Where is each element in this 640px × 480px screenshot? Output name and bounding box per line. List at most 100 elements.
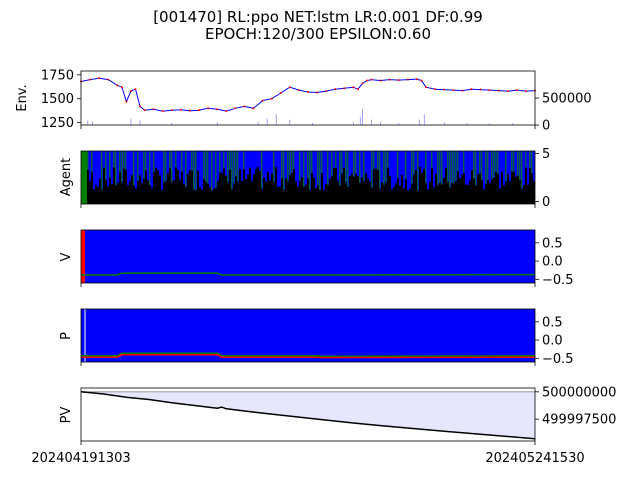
agent-exploration-bar [361, 177, 363, 204]
agent-exploration-bar [321, 173, 323, 204]
agent-exploration-bar [461, 174, 463, 204]
price-point [443, 88, 446, 91]
agent-exploration-bar [375, 168, 377, 204]
agent-exploration-bar [205, 182, 207, 204]
agent-exploration-bar [225, 175, 227, 204]
agent-exploration-bar [533, 181, 535, 204]
agent-exploration-bar [237, 181, 239, 204]
agent-exploration-bar [239, 169, 241, 204]
agent-hold-stripe [303, 151, 305, 204]
agent-exploration-bar [367, 178, 369, 204]
agent-exploration-bar [117, 182, 119, 204]
x-tick-label-end: 202405241530 [485, 451, 584, 466]
agent-exploration-bar [413, 174, 415, 204]
agent-exploration-bar [165, 181, 167, 204]
agent-hold-stripe [299, 151, 301, 204]
price-point [420, 79, 423, 82]
agent-exploration-bar [497, 174, 499, 204]
agent-exploration-bar [313, 177, 315, 204]
agent-exploration-bar [405, 179, 407, 204]
agent-exploration-bar [341, 173, 343, 204]
agent-exploration-bar [371, 187, 373, 204]
agent-exploration-bar [133, 185, 135, 204]
agent-exploration-bar [407, 190, 409, 204]
agent-hold-stripe [137, 151, 139, 204]
agent-exploration-bar [95, 185, 97, 204]
agent-exploration-bar [167, 173, 169, 204]
agent-hold-stripe [231, 151, 233, 204]
agent-exploration-bar [311, 173, 313, 204]
price-point [225, 110, 228, 113]
panel-frame [80, 308, 536, 363]
agent-exploration-bar [139, 175, 141, 204]
agent-exploration-bar [261, 188, 263, 204]
agent-exploration-bar [429, 181, 431, 204]
agent-exploration-bar [115, 185, 117, 204]
price-point [288, 86, 291, 89]
agent-exploration-bar [507, 174, 509, 204]
agent-exploration-bar [431, 168, 433, 204]
agent-hold-stripe [283, 151, 285, 204]
agent-exploration-bar [201, 189, 203, 204]
agent-hold-stripe [317, 151, 319, 204]
agent-exploration-bar [263, 177, 265, 204]
agent-exploration-bar [217, 180, 219, 204]
pv-line [80, 391, 536, 440]
agent-hold-stripe [163, 151, 165, 204]
agent-exploration-bar [99, 179, 101, 204]
agent-exploration-bar [161, 190, 163, 204]
agent-exploration-bar [325, 184, 327, 204]
chart-title-line2: EPOCH:120/300 EPSILON:0.60 [205, 25, 431, 43]
agent-exploration-bar [423, 168, 425, 204]
agent-exploration-bar [271, 173, 273, 204]
price-point [316, 91, 319, 94]
price-point [452, 89, 455, 92]
price-point [152, 108, 155, 111]
agent-exploration-bar [189, 170, 191, 204]
agent-exploration-bar [347, 186, 349, 204]
panel-frame [80, 150, 536, 205]
agent-exploration-bar [373, 168, 375, 204]
pv-panel: 499997500 500000000 PV [59, 385, 616, 445]
agent-exploration-bar [191, 170, 193, 204]
agent-exploration-bar [401, 174, 403, 204]
price-point [397, 79, 400, 82]
agent-exploration-bar [397, 178, 399, 204]
agent-hold-stripe [233, 151, 235, 204]
agent-hold-stripe [447, 151, 449, 204]
agent-exploration-bar [387, 167, 389, 204]
pv-right-tick-label: 499997500 [542, 413, 616, 428]
agent-exploration-bar [453, 182, 455, 204]
agent-exploration-bar [121, 182, 123, 204]
price-point [107, 78, 110, 81]
agent-exploration-bar [493, 177, 495, 204]
agent-exploration-bar [181, 171, 183, 204]
agent-exploration-bar [365, 173, 367, 204]
agent-exploration-bar [203, 179, 205, 204]
agent-exploration-bar [501, 171, 503, 204]
agent-exploration-bar [221, 173, 223, 204]
price-point [270, 97, 273, 100]
value-right-tick-label: 0.0 [542, 255, 563, 270]
agent-exploration-bar [349, 175, 351, 204]
agent-exploration-bar [211, 190, 213, 204]
price-point [361, 82, 364, 85]
agent-exploration-bar [159, 175, 161, 204]
agent-exploration-bar [503, 185, 505, 204]
agent-exploration-bar [459, 178, 461, 204]
agent-exploration-bar [425, 183, 427, 204]
policy-ylabel: P [59, 332, 74, 340]
agent-exploration-bar [439, 182, 441, 204]
agent-exploration-bar [125, 169, 127, 204]
price-point [343, 87, 346, 90]
agent-hold-stripe [437, 151, 439, 204]
value-start-marker [81, 230, 85, 283]
price-point [234, 107, 237, 110]
agent-exploration-bar [529, 168, 531, 204]
agent-exploration-bar [303, 186, 305, 204]
agent-exploration-bar [403, 188, 405, 204]
agent-hold-stripe [493, 151, 495, 204]
agent-exploration-bar [291, 173, 293, 204]
agent-hold-stripe [165, 151, 167, 204]
price-point [425, 86, 428, 89]
